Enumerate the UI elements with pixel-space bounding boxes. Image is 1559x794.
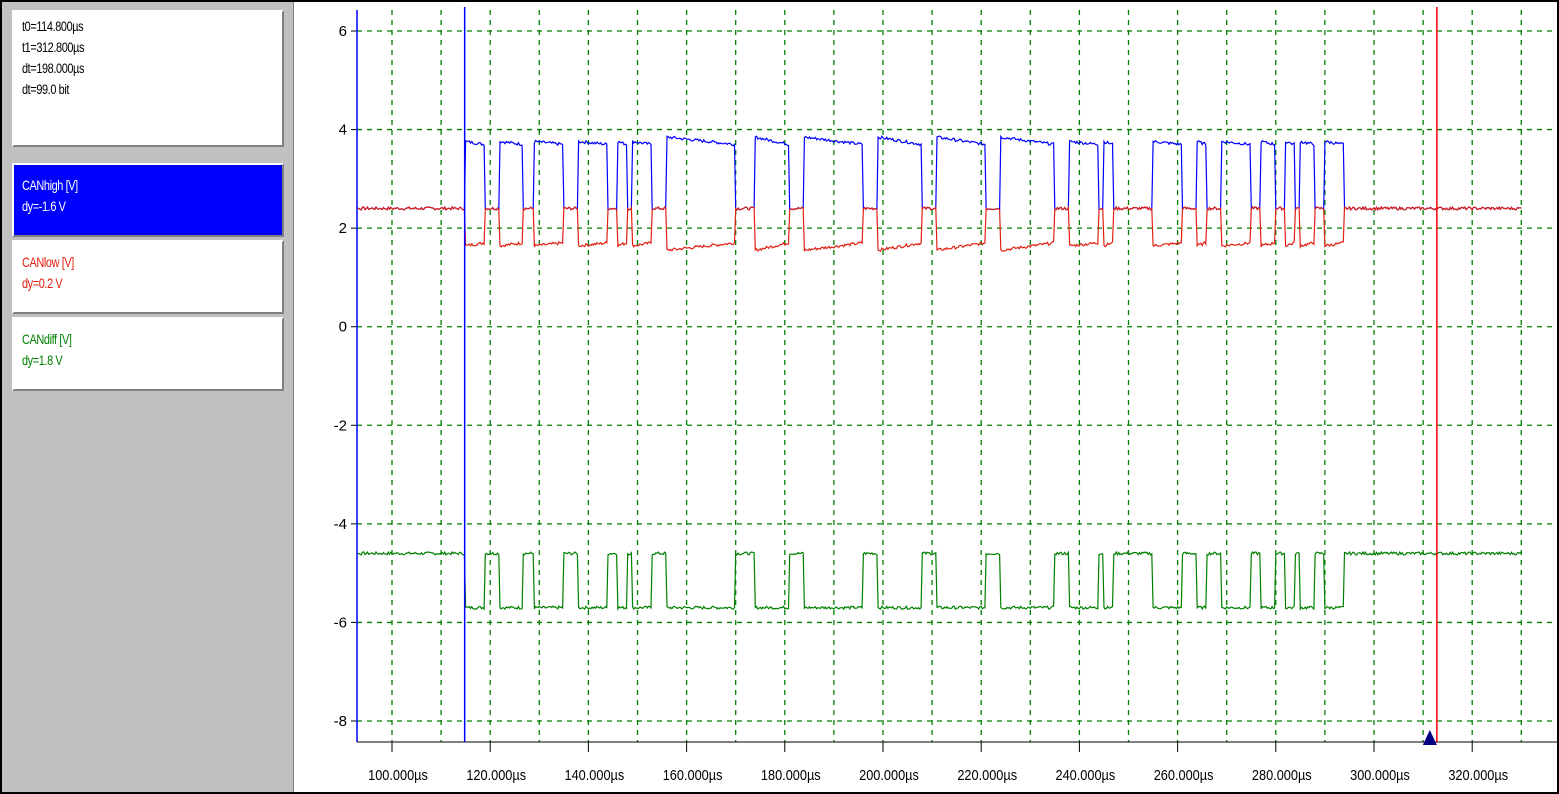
x-axis-tick-label: 100.000µs bbox=[368, 766, 428, 783]
y-axis-tick-label: -8 bbox=[334, 713, 347, 730]
measurement-cursors[interactable] bbox=[463, 7, 1438, 745]
cursor-dt-time-readout: dt=198.000µs bbox=[22, 60, 85, 76]
y-axis-tick-label: -6 bbox=[334, 614, 347, 631]
x-axis-tick-label: 120.000µs bbox=[466, 766, 526, 783]
plot-axes bbox=[351, 10, 1557, 752]
x-axis-tick-label: 280.000µs bbox=[1252, 766, 1312, 783]
y-axis-tick-label: -4 bbox=[334, 516, 347, 533]
trace-canhigh bbox=[357, 134, 1522, 212]
channel-label: CANdiff [V] bbox=[22, 331, 72, 347]
x-axis-tick-labels: 100.000µs 120.000µs 140.000µs 160.000µs 180.… bbox=[368, 766, 1508, 783]
trace-canlow bbox=[357, 205, 1522, 253]
cursor-info-box: t0=114.800µs t1=312.800µs dt=198.000µs d… bbox=[12, 10, 284, 147]
x-axis-tick-label: 220.000µs bbox=[957, 766, 1017, 783]
channel-panel: t0=114.800µs t1=312.800µs dt=198.000µs d… bbox=[2, 2, 294, 792]
channel-item-canhigh[interactable]: CANhigh [V] dy=-1.6 V bbox=[12, 163, 284, 237]
x-axis-tick-label: 320.000µs bbox=[1448, 766, 1508, 783]
x-axis-tick-label: 260.000µs bbox=[1154, 766, 1214, 783]
channel-label: CANlow [V] bbox=[22, 254, 74, 270]
plot-grid bbox=[357, 10, 1557, 742]
channel-label: CANhigh [V] bbox=[22, 177, 78, 193]
channel-dy-readout: dy=-1.6 V bbox=[22, 198, 66, 214]
cursor-dt-bits-readout: dt=99.0 bit bbox=[22, 81, 70, 97]
waveform-plot[interactable]: 6 4 2 0 -2 -4 -6 -8 100.000µs 120.000µs 140.000µs… bbox=[293, 2, 1557, 792]
cursor-t1-readout: t1=312.800µs bbox=[22, 39, 85, 55]
channel-dy-readout: dy=1.8 V bbox=[22, 352, 63, 368]
waveform-traces bbox=[357, 134, 1522, 611]
x-axis-tick-label: 240.000µs bbox=[1056, 766, 1116, 783]
x-axis-tick-label: 140.000µs bbox=[565, 766, 625, 783]
channel-dy-readout: dy=0.2 V bbox=[22, 275, 63, 291]
trace-candiff bbox=[357, 550, 1522, 611]
y-axis-tick-label: 6 bbox=[339, 23, 347, 40]
y-axis-tick-labels: 6 4 2 0 -2 -4 -6 -8 bbox=[334, 23, 347, 730]
channel-item-candiff[interactable]: CANdiff [V] dy=1.8 V bbox=[12, 317, 284, 391]
x-axis-tick-label: 300.000µs bbox=[1350, 766, 1410, 783]
y-axis-tick-label: 2 bbox=[339, 220, 347, 237]
y-axis-tick-label: 4 bbox=[339, 122, 347, 139]
cursor-t0-readout: t0=114.800µs bbox=[22, 18, 84, 34]
channel-item-canlow[interactable]: CANlow [V] dy=0.2 V bbox=[12, 240, 284, 314]
trigger-marker-icon bbox=[1422, 730, 1437, 745]
y-axis-tick-label: 0 bbox=[339, 319, 347, 336]
x-axis-tick-label: 180.000µs bbox=[761, 766, 821, 783]
x-axis-tick-label: 200.000µs bbox=[859, 766, 919, 783]
x-axis-tick-label: 160.000µs bbox=[663, 766, 723, 783]
y-axis-tick-label: -2 bbox=[334, 417, 347, 434]
